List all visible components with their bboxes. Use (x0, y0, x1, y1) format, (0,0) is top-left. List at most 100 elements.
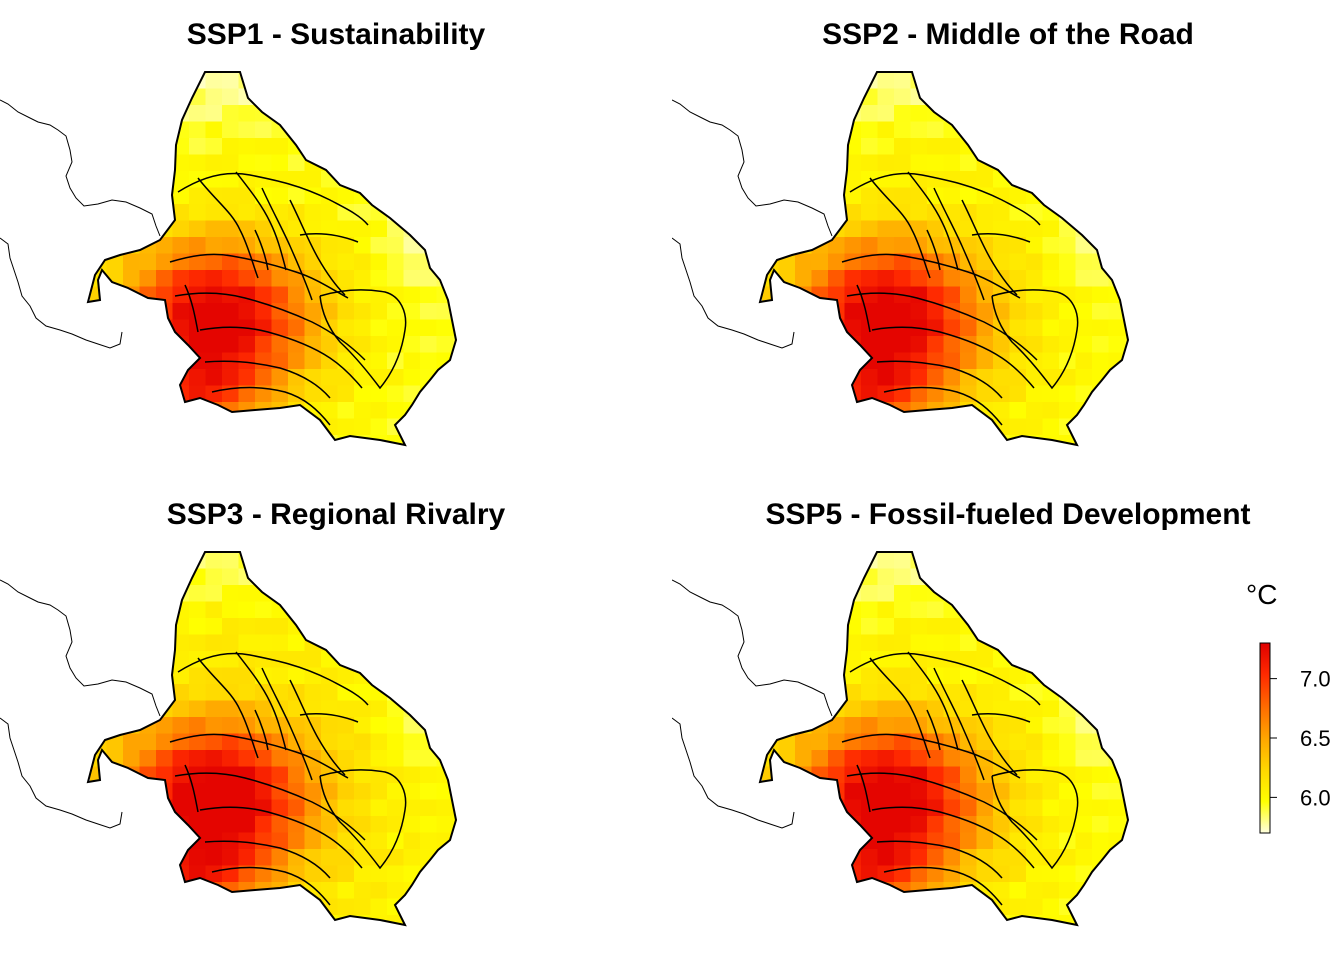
raster-cell (828, 915, 846, 925)
raster-cell (828, 849, 846, 867)
raster-cell (255, 915, 273, 925)
raster-cell (123, 336, 141, 354)
raster-cell (1042, 717, 1060, 735)
raster-cell (762, 585, 780, 603)
raster-cell (156, 72, 174, 90)
raster-cell (222, 88, 240, 106)
raster-cell (1042, 750, 1060, 768)
raster-cell (811, 105, 829, 123)
raster-cell (90, 783, 108, 801)
raster-cell (354, 105, 372, 123)
raster-cell (993, 585, 1011, 603)
raster-cell (156, 585, 174, 603)
raster-cell (387, 832, 405, 850)
raster-cell (910, 684, 928, 702)
reference-boundary (0, 99, 161, 349)
raster-cell (222, 651, 240, 669)
raster-cell (370, 385, 388, 403)
raster-cell (172, 733, 190, 751)
raster-cell (910, 204, 928, 222)
raster-cell (993, 832, 1011, 850)
raster-cell (828, 568, 846, 586)
raster-cell (1092, 303, 1110, 321)
raster-cell (927, 684, 945, 702)
raster-cell (976, 799, 994, 817)
raster-cell (90, 303, 108, 321)
raster-cell (139, 105, 157, 123)
raster-cell (1092, 766, 1110, 784)
raster-cell (139, 319, 157, 337)
raster-cell (1009, 882, 1027, 900)
raster-cell (354, 402, 372, 420)
raster-cell (189, 849, 207, 867)
raster-cell (321, 585, 339, 603)
raster-cell (1075, 253, 1093, 271)
raster-cell (238, 585, 256, 603)
raster-cell (139, 270, 157, 288)
raster-cell (420, 700, 438, 718)
raster-cell (304, 898, 322, 916)
raster-cell (403, 585, 421, 603)
raster-cell (993, 204, 1011, 222)
raster-cell (1092, 270, 1110, 288)
raster-cell (436, 204, 454, 222)
raster-cell (811, 220, 829, 238)
raster-cell (123, 270, 141, 288)
raster-cell (420, 849, 438, 867)
raster-cell (172, 303, 190, 321)
raster-cell (828, 865, 846, 883)
raster-cell (1042, 121, 1060, 139)
raster-cell (976, 204, 994, 222)
raster-cell (106, 319, 124, 337)
raster-cell (1108, 816, 1126, 834)
raster-cell (304, 418, 322, 436)
raster-cell (453, 237, 456, 255)
raster-cell (1042, 418, 1060, 436)
raster-cell (156, 121, 174, 139)
raster-cell (321, 253, 339, 271)
raster-cell (1092, 717, 1110, 735)
raster-cell (90, 72, 108, 90)
raster-cell (156, 88, 174, 106)
raster-cell (321, 832, 339, 850)
raster-cell (189, 369, 207, 387)
raster-cell (844, 88, 862, 106)
subbasin-boundary (849, 652, 1041, 706)
raster-cell (453, 220, 456, 238)
raster-cell (205, 634, 223, 652)
raster-cell (762, 121, 780, 139)
raster-cell (337, 717, 355, 735)
raster-cell (811, 369, 829, 387)
raster-cell (943, 171, 961, 189)
raster-cell (205, 72, 223, 90)
raster-cell (1026, 717, 1044, 735)
raster-cell (354, 750, 372, 768)
raster-cell (156, 435, 174, 445)
raster-cell (762, 418, 780, 436)
raster-grid (90, 72, 456, 445)
subbasin-boundary (871, 806, 1035, 869)
raster-cell (960, 667, 978, 685)
raster-cell (993, 552, 1011, 570)
raster-cell (1092, 171, 1110, 189)
raster-cell (877, 237, 895, 255)
raster-cell (304, 369, 322, 387)
raster-cell (271, 865, 289, 883)
raster-cell (1092, 204, 1110, 222)
raster-cell (1042, 303, 1060, 321)
raster-cell (1009, 865, 1027, 883)
raster-cell (943, 88, 961, 106)
raster-cell (90, 171, 108, 189)
subbasin-boundary (319, 289, 407, 390)
raster-cell (795, 618, 813, 636)
raster-cell (811, 667, 829, 685)
raster-cell (844, 220, 862, 238)
raster-cell (403, 733, 421, 751)
raster-cell (255, 898, 273, 916)
raster-cell (910, 154, 928, 172)
raster-cell (1042, 898, 1060, 916)
raster-cell (453, 634, 456, 652)
raster-cell (1125, 750, 1128, 768)
raster-cell (321, 816, 339, 834)
raster-cell (453, 766, 456, 784)
